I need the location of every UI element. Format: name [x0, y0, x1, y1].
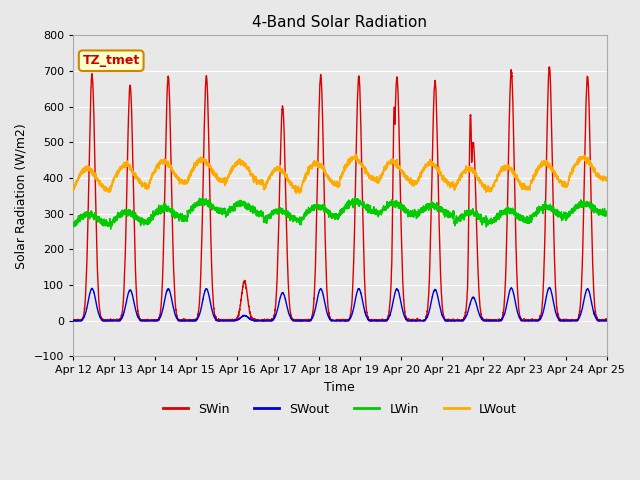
Title: 4-Band Solar Radiation: 4-Band Solar Radiation	[252, 15, 428, 30]
Legend: SWin, SWout, LWin, LWout: SWin, SWout, LWin, LWout	[158, 398, 522, 420]
Y-axis label: Solar Radiation (W/m2): Solar Radiation (W/m2)	[15, 123, 28, 269]
Text: TZ_tmet: TZ_tmet	[83, 54, 140, 67]
X-axis label: Time: Time	[324, 381, 355, 394]
